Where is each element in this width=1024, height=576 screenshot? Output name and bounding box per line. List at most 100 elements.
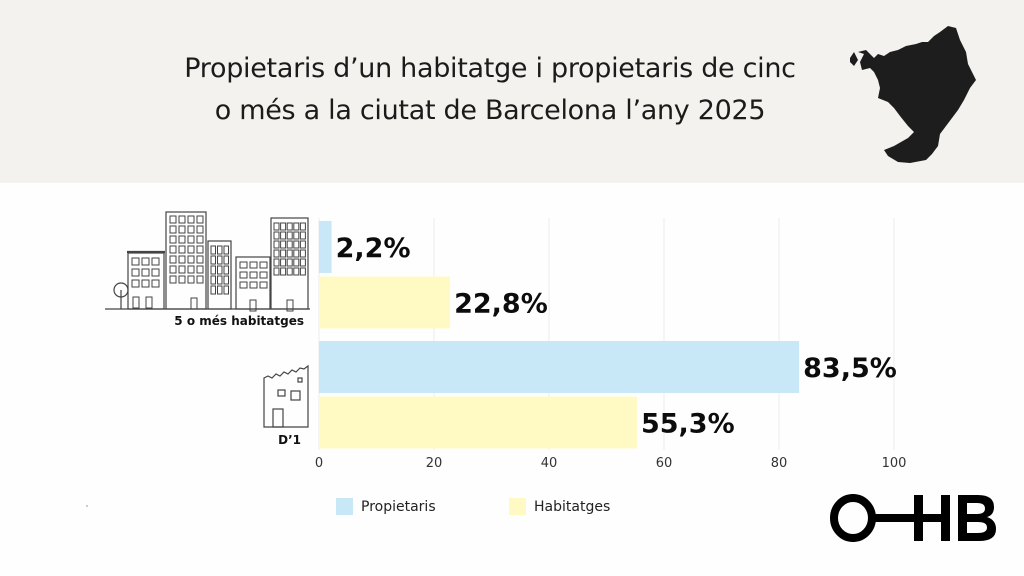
apartment-buildings-icon (105, 211, 310, 312)
window (210, 265, 216, 275)
window (239, 281, 248, 289)
barcelona-map-icon (850, 26, 976, 163)
window (299, 267, 306, 276)
window (293, 231, 300, 240)
legend-item-propietaris: Propietaris (336, 498, 436, 515)
window (131, 268, 140, 277)
window (280, 240, 287, 249)
window (280, 231, 287, 240)
window (151, 257, 160, 266)
window (273, 231, 280, 240)
window (280, 267, 287, 276)
window (196, 225, 204, 234)
bar-propietaris-0 (319, 221, 332, 273)
bar-propietaris-1 (319, 341, 800, 393)
window (217, 245, 223, 255)
window (223, 265, 229, 275)
window (249, 261, 258, 269)
x-tick-label: 20 (426, 456, 443, 471)
window (280, 249, 287, 258)
window (131, 279, 140, 288)
window (151, 268, 160, 277)
title-line-2: o més a la ciutat de Barcelona l’any 202… (214, 95, 766, 126)
legend-label-habitatges: Habitatges (534, 498, 611, 515)
window (286, 240, 293, 249)
window (286, 249, 293, 258)
window (293, 258, 300, 267)
value-label: 83,5% (803, 353, 897, 384)
legend-label-propietaris: Propietaris (361, 498, 436, 515)
window (210, 275, 216, 285)
window (187, 255, 195, 264)
window (187, 245, 195, 254)
window (299, 222, 306, 231)
window (196, 245, 204, 254)
window (223, 245, 229, 255)
value-label: 2,2% (336, 233, 411, 264)
x-tick-label: 40 (541, 456, 558, 471)
window (169, 255, 177, 264)
window (187, 265, 195, 274)
window (187, 215, 195, 224)
window (299, 258, 306, 267)
window (286, 222, 293, 231)
x-tick-label: 100 (882, 456, 907, 471)
window (293, 240, 300, 249)
window (178, 275, 186, 284)
x-tick-label: 60 (656, 456, 673, 471)
window (273, 267, 280, 276)
legend-swatch-habitatges (509, 498, 526, 515)
window (249, 281, 258, 289)
bar-chart: 5 o més habitatges D’1 2,2% 22,8% 83,5% 55,… (105, 211, 907, 471)
ohb-logo: O—HB (830, 494, 996, 542)
window (196, 265, 204, 274)
window (299, 231, 306, 240)
window (169, 235, 177, 244)
door (249, 299, 257, 312)
window (223, 275, 229, 285)
window (286, 258, 293, 267)
door (132, 296, 140, 309)
window (280, 222, 287, 231)
window (273, 240, 280, 249)
window (217, 285, 223, 295)
single-house-icon (263, 364, 309, 428)
window (259, 271, 268, 279)
window (259, 261, 268, 269)
door (145, 296, 153, 309)
legend-item-habitatges: Habitatges (509, 498, 610, 515)
window (223, 285, 229, 295)
window (259, 281, 268, 289)
window (187, 235, 195, 244)
window (169, 225, 177, 234)
window (178, 225, 186, 234)
window (286, 231, 293, 240)
window (196, 275, 204, 284)
window (280, 258, 287, 267)
decorative-dot (86, 505, 88, 507)
value-labels: 2,2% 22,8% 83,5% 55,3% (336, 233, 897, 440)
window (217, 265, 223, 275)
window (210, 245, 216, 255)
window (223, 255, 229, 265)
window (169, 275, 177, 284)
window (187, 225, 195, 234)
x-axis-ticks: 0 20 40 60 80 100 (315, 456, 907, 471)
category-label-one: D’1 (278, 433, 301, 447)
window (196, 235, 204, 244)
window (178, 215, 186, 224)
legend-swatch-propietaris (336, 498, 353, 515)
window (169, 245, 177, 254)
window (293, 222, 300, 231)
window (169, 215, 177, 224)
window (249, 271, 258, 279)
window (273, 258, 280, 267)
x-tick-label: 80 (771, 456, 788, 471)
window (178, 265, 186, 274)
window (239, 261, 248, 269)
door (190, 297, 198, 310)
x-tick-label: 0 (315, 456, 323, 471)
window (141, 257, 150, 266)
bar-habitatges-1 (319, 396, 637, 449)
window (299, 240, 306, 249)
